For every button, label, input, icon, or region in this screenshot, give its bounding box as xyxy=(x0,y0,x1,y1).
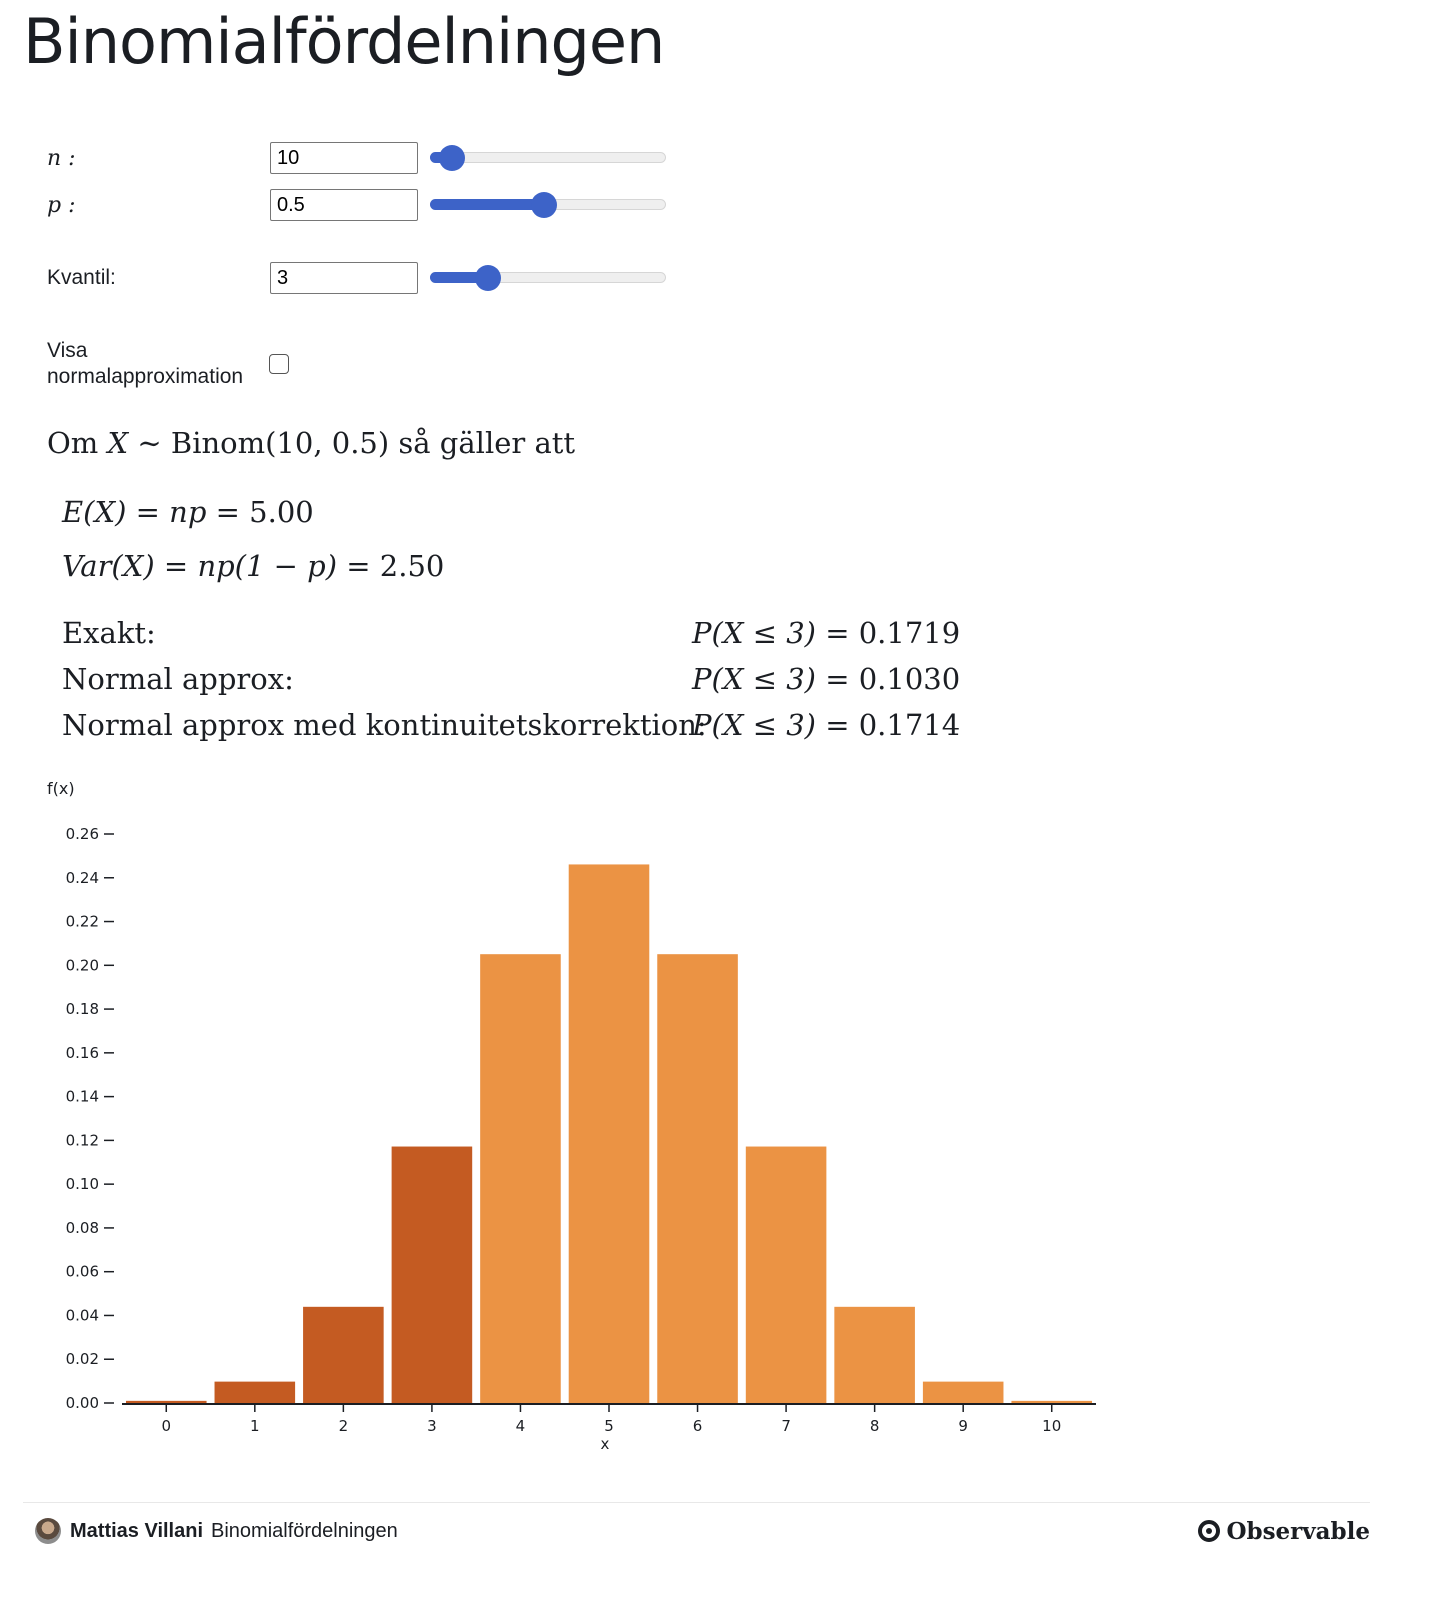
x-tick-label: 7 xyxy=(781,1417,791,1435)
x-tick-label: 4 xyxy=(516,1417,526,1435)
n-control: n : xyxy=(47,142,666,174)
kvantil-control: Kvantil: xyxy=(47,262,666,294)
bar-x0 xyxy=(125,1400,207,1403)
n-input[interactable] xyxy=(270,142,418,174)
bar-x9 xyxy=(922,1381,1004,1403)
normal-approx-label-line1: Visa xyxy=(47,339,88,362)
continuity-expr: P(X ≤ 3) xyxy=(692,708,816,742)
observable-logo[interactable]: Observable xyxy=(1198,1518,1370,1545)
normal-approx-value: = 0.1030 xyxy=(815,662,961,696)
expectation-lhs: E(X) = np xyxy=(62,495,207,529)
x-tick-label: 6 xyxy=(693,1417,703,1435)
binomial-pmf-chart: f(x) 0.00 0.02 0.04 0.06 0.08 0.10 0.12 0.14 0.16… xyxy=(47,779,1096,1453)
continuity-value: = 0.1714 xyxy=(815,708,961,742)
normal-approx-checkbox[interactable] xyxy=(269,354,289,374)
kvantil-slider-thumb[interactable] xyxy=(475,265,501,291)
variance-value: = 2.50 xyxy=(337,549,445,583)
x-tick-label: 1 xyxy=(250,1417,260,1435)
continuity-label: Normal approx med kontinuitetskorrektion… xyxy=(62,708,707,742)
kvantil-slider[interactable] xyxy=(430,265,666,291)
p-slider[interactable] xyxy=(430,192,666,218)
x-tick-label: 9 xyxy=(958,1417,968,1435)
normal-approx-expr: P(X ≤ 3) xyxy=(692,662,816,696)
normal-approx-control: Visa normalapproximation xyxy=(47,338,289,390)
y-tick-label: 0.24 xyxy=(66,869,99,887)
p-control: p : xyxy=(47,189,666,221)
notebook-name[interactable]: Binomialfördelningen xyxy=(211,1519,398,1542)
normal-approx-probability: P(X ≤ 3) = 0.1030 xyxy=(692,662,960,696)
x-tick-label: 5 xyxy=(604,1417,614,1435)
y-tick-label: 0.12 xyxy=(66,1131,99,1149)
x-axis-label: x xyxy=(601,1435,610,1453)
page-title: Binomialfördelningen xyxy=(23,5,665,78)
y-tick-label: 0.22 xyxy=(66,913,99,931)
bar-x4 xyxy=(480,954,561,1403)
observable-icon xyxy=(1198,1520,1221,1542)
normal-approx-row-label: Normal approx: xyxy=(62,662,294,696)
p-slider-fill xyxy=(430,199,544,210)
y-tick-label: 0.00 xyxy=(66,1394,99,1412)
y-tick-label: 0.06 xyxy=(66,1263,99,1281)
bar-x2 xyxy=(303,1306,384,1403)
n-slider[interactable] xyxy=(430,145,666,171)
variance-lhs: Var(X) = np(1 − p) xyxy=(62,549,338,583)
bar-x6 xyxy=(657,954,738,1403)
y-tick-label: 0.08 xyxy=(66,1219,99,1237)
exact-expr: P(X ≤ 3) xyxy=(692,616,816,650)
bar-x7 xyxy=(745,1146,827,1403)
intro-prefix: Om xyxy=(47,426,108,460)
footer: Mattias Villani Binomialfördelningen Obs… xyxy=(23,1502,1370,1559)
n-label: n : xyxy=(47,145,76,171)
y-tick-label: 0.18 xyxy=(66,1000,99,1018)
bar-x5 xyxy=(568,864,650,1403)
avatar[interactable] xyxy=(35,1518,61,1544)
x-tick-label: 8 xyxy=(870,1417,880,1435)
bar-x8 xyxy=(834,1306,915,1403)
p-label: p : xyxy=(47,192,76,218)
exact-label: Exakt: xyxy=(62,616,156,650)
author-name[interactable]: Mattias Villani xyxy=(70,1519,204,1542)
intro-suffix: så gäller att xyxy=(398,426,576,460)
exact-value: = 0.1719 xyxy=(815,616,961,650)
variance-formula: Var(X) = np(1 − p) = 2.50 xyxy=(62,549,444,583)
p-slider-thumb[interactable] xyxy=(531,192,557,218)
expectation-value: = 5.00 xyxy=(206,495,314,529)
x-tick-label: 2 xyxy=(339,1417,349,1435)
intro-var: X xyxy=(107,426,129,460)
n-slider-thumb[interactable] xyxy=(439,145,465,171)
x-tick-label: 10 xyxy=(1042,1417,1061,1435)
bar-x3 xyxy=(391,1146,473,1403)
observable-brand: Observable xyxy=(1226,1517,1370,1545)
y-tick-label: 0.04 xyxy=(66,1306,99,1324)
kvantil-slider-fill xyxy=(430,272,488,283)
exact-probability: P(X ≤ 3) = 0.1719 xyxy=(692,616,960,650)
x-tick-label: 3 xyxy=(427,1417,437,1435)
intro-distribution: ∼ Binom(10, 0.5) xyxy=(128,426,399,460)
expectation-formula: E(X) = np = 5.00 xyxy=(62,495,314,529)
y-tick-label: 0.20 xyxy=(66,956,99,974)
y-axis-label: f(x) xyxy=(47,779,75,798)
kvantil-label: Kvantil: xyxy=(47,266,116,289)
y-tick-label: 0.14 xyxy=(66,1088,99,1106)
y-tick-label: 0.10 xyxy=(66,1175,99,1193)
intro-formula: Om X ∼ Binom(10, 0.5) så gäller att xyxy=(47,426,575,460)
normal-approx-label-line2: normalapproximation xyxy=(47,365,244,388)
continuity-probability: P(X ≤ 3) = 0.1714 xyxy=(692,708,960,742)
y-tick-label: 0.16 xyxy=(66,1044,99,1062)
kvantil-input[interactable] xyxy=(270,262,418,294)
y-tick-label: 0.26 xyxy=(66,825,99,843)
x-tick-label: 0 xyxy=(161,1417,171,1435)
bar-x1 xyxy=(214,1381,296,1403)
p-input[interactable] xyxy=(270,189,418,221)
n-slider-track xyxy=(430,152,666,163)
y-tick-label: 0.02 xyxy=(66,1350,99,1368)
bar-x10 xyxy=(1011,1400,1093,1403)
normal-approx-label: Visa normalapproximation xyxy=(47,338,269,390)
